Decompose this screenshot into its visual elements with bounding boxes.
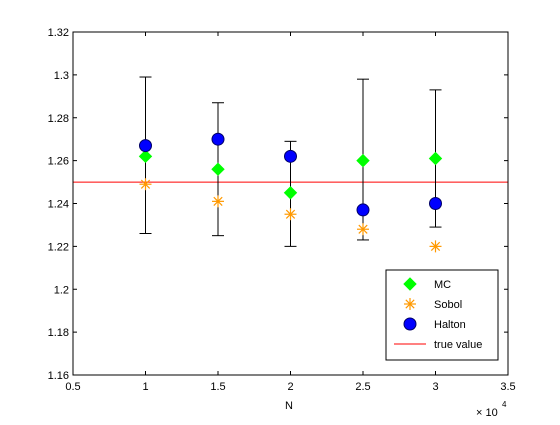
x-tick-label: 1.5 [210,381,225,393]
x-tick-label: 1 [142,381,148,393]
legend-label-true-value: true value [434,339,482,351]
asterisk-stroke [285,209,296,219]
halton-point [429,197,442,210]
y-tick-label: 1.16 [48,370,69,382]
x-axis-label: N [285,400,293,412]
sobol-point [357,223,369,236]
sobol-point [139,178,152,191]
x-tick-label: 3.5 [500,381,515,393]
x-tick-label: 3 [432,381,438,393]
sobol-point [212,195,224,208]
mc-point [356,153,370,168]
legend-marker-mc [403,277,417,291]
halton-point [139,139,152,153]
axes-layer: 0.5 1 1.5 2 2.5 3 3.5 1.16 1.18 1.2 1.22 1.24 1.26 1.… [48,27,516,393]
asterisk-stroke [140,179,151,189]
halton-point [356,203,370,217]
legend: MC Sobol Halton true value [385,269,499,361]
x-tick-label: 0.5 [65,381,80,393]
legend-marker-halton [403,317,417,331]
asterisk-stroke [405,299,415,309]
asterisk-stroke [358,224,368,234]
y-tick-label: 1.3 [54,70,69,82]
halton-point [211,132,225,146]
y-tick-label: 1.24 [48,199,69,211]
x-tick-label: 2 [287,381,293,393]
legend-label-mc: MC [434,279,451,291]
legend-marker-sobol [404,298,416,310]
legend-label-sobol: Sobol [434,299,462,311]
sobol-point [284,208,297,221]
y-tick-label: 1.18 [48,327,69,339]
x-tick-label: 2.5 [355,381,370,393]
y-tick-label: 1.28 [48,113,69,125]
x-axis-multiplier: × 10 [476,407,498,419]
mc-point [211,162,225,176]
y-tick-label: 1.32 [48,27,69,39]
x-axis-multiplier-exponent: 4 [502,400,507,409]
mc-point [428,151,443,166]
y-tick-label: 1.26 [48,156,69,168]
mc-point [283,186,298,200]
sobol-point [429,240,442,253]
mc-point [138,149,153,164]
halton-point [284,149,297,163]
asterisk-stroke [430,241,441,251]
y-tick-label: 1.22 [48,241,69,253]
asterisk-stroke [213,196,223,206]
y-tick-label: 1.2 [54,284,69,296]
series-layer [138,132,443,253]
legend-label-halton: Halton [434,319,466,331]
